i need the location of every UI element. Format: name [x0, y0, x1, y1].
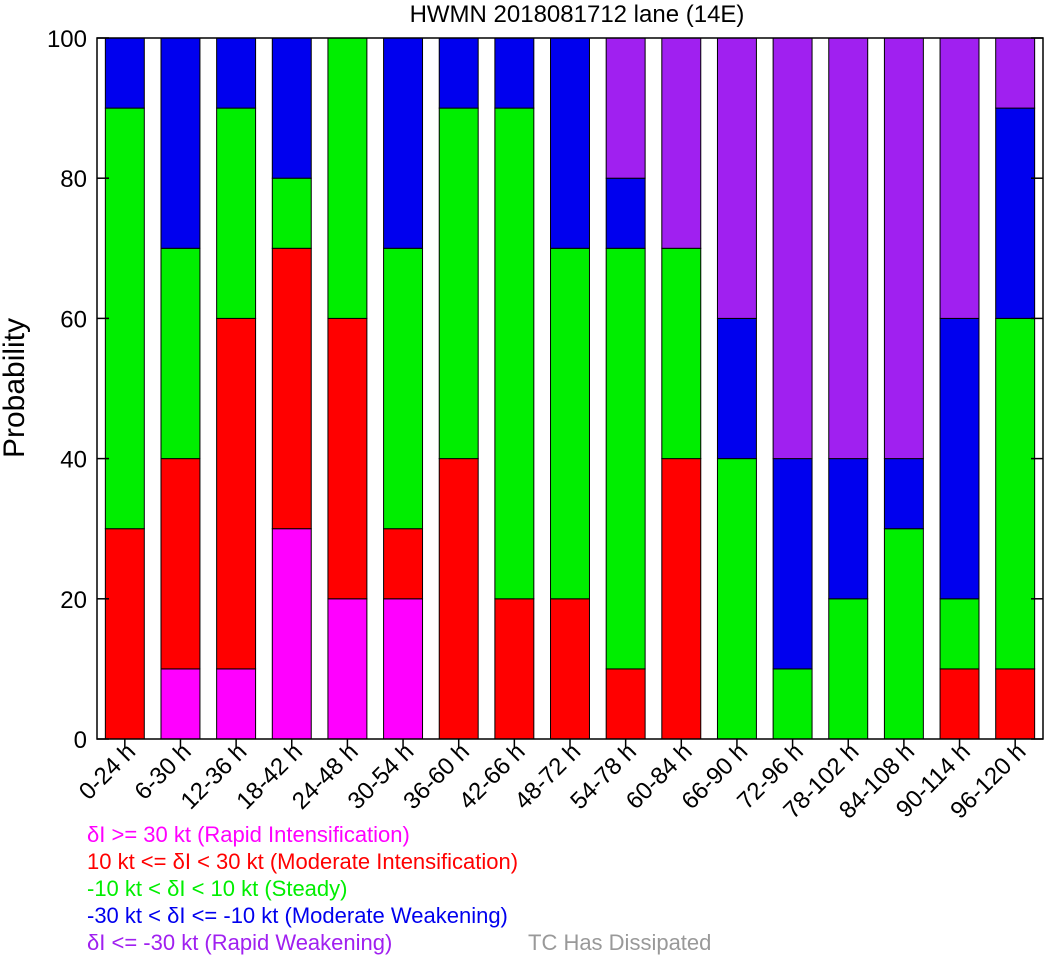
bar-segment-3-6 — [383, 247, 424, 530]
y-axis-label: Probability — [0, 318, 31, 458]
bar-segment-5-16 — [939, 37, 980, 319]
bar-segment-1-2 — [160, 668, 201, 740]
bar-segment-5-11 — [661, 37, 702, 249]
bar-segment-3-2 — [160, 247, 201, 460]
y-tick-label: 0 — [74, 727, 87, 754]
bar-segment-1-4 — [271, 528, 312, 740]
bar-segment-4-14 — [828, 458, 869, 600]
bar-segment-4-3 — [216, 37, 257, 109]
bar-segment-4-10 — [605, 177, 646, 249]
bar-segment-4-16 — [939, 317, 980, 600]
legend: δI >= 30 kt (Rapid Intensification) 10 k… — [87, 822, 711, 955]
bar-segment-3-10 — [605, 247, 646, 670]
bar-segment-3-7 — [438, 107, 479, 460]
bar-segment-5-17 — [995, 37, 1036, 109]
bar-segment-4-4 — [271, 37, 312, 179]
bar-segment-3-1 — [104, 107, 145, 530]
bar-segment-4-1 — [104, 37, 145, 109]
bar-segment-3-14 — [828, 598, 869, 740]
bar-segment-3-13 — [772, 668, 813, 740]
bar-segment-3-12 — [716, 458, 757, 740]
bar-segment-3-4 — [271, 177, 312, 249]
bar-segment-2-9 — [550, 598, 590, 740]
bar-segment-4-13 — [772, 458, 813, 670]
bar-segment-4-8 — [494, 37, 535, 109]
bar-segment-2-7 — [438, 458, 479, 740]
bar-segment-2-2 — [160, 458, 201, 670]
bar-segment-3-17 — [995, 317, 1036, 670]
bar-segment-5-10 — [605, 37, 646, 179]
chart-title: HWMN 2018081712 lane (14E) — [410, 1, 745, 28]
legend-entry-steady: -10 kt < δI < 10 kt (Steady) — [87, 876, 347, 901]
bar-segment-3-9 — [550, 247, 590, 600]
bar-segment-2-10 — [605, 668, 646, 740]
bar-segment-4-6 — [383, 37, 424, 249]
legend-entry-rapid-intensification: δI >= 30 kt (Rapid Intensification) — [87, 822, 410, 847]
bar-segment-1-6 — [383, 598, 424, 740]
bars-layer — [104, 37, 1036, 740]
bar-segment-2-8 — [494, 598, 535, 740]
bar-segment-3-3 — [216, 107, 257, 319]
bar-segment-2-5 — [327, 317, 368, 600]
y-tick-label: 80 — [60, 166, 87, 193]
y-tick-label: 20 — [60, 587, 87, 614]
bar-segment-4-17 — [995, 107, 1036, 319]
bar-segment-2-1 — [104, 528, 145, 740]
bar-segment-4-7 — [438, 37, 479, 109]
bar-segment-4-9 — [550, 37, 590, 249]
bar-segment-3-16 — [939, 598, 980, 670]
bar-segment-1-3 — [216, 668, 257, 740]
bar-segment-3-11 — [661, 247, 702, 460]
y-tick-label: 60 — [60, 306, 87, 333]
bar-segment-2-17 — [995, 668, 1036, 740]
bar-segment-4-12 — [716, 317, 757, 460]
bar-segment-5-14 — [828, 37, 869, 460]
bar-segment-2-3 — [216, 317, 257, 670]
legend-entry-moderate-intensification: 10 kt <= δI < 30 kt (Moderate Intensific… — [87, 849, 518, 874]
bar-segment-5-15 — [883, 37, 924, 460]
bar-segment-4-2 — [160, 37, 201, 249]
bar-segment-2-6 — [383, 528, 424, 600]
bar-segment-5-13 — [772, 37, 813, 460]
legend-entry-dissipated: TC Has Dissipated — [528, 930, 711, 955]
y-tick-label: 100 — [47, 26, 87, 53]
bar-segment-5-12 — [716, 37, 757, 319]
bar-segment-2-4 — [271, 247, 312, 530]
y-tick-label: 40 — [60, 447, 87, 474]
bar-segment-3-8 — [494, 107, 535, 600]
bar-segment-1-5 — [327, 598, 368, 740]
bar-segment-3-15 — [883, 528, 924, 740]
legend-entry-rapid-weakening: δI <= -30 kt (Rapid Weakening) — [87, 930, 392, 955]
legend-entry-moderate-weakening: -30 kt < δI <= -10 kt (Moderate Weakenin… — [87, 903, 508, 928]
bar-segment-2-11 — [661, 458, 702, 740]
bar-segment-4-15 — [883, 458, 924, 530]
bar-segment-2-16 — [939, 668, 980, 740]
bar-segment-3-5 — [327, 37, 368, 319]
